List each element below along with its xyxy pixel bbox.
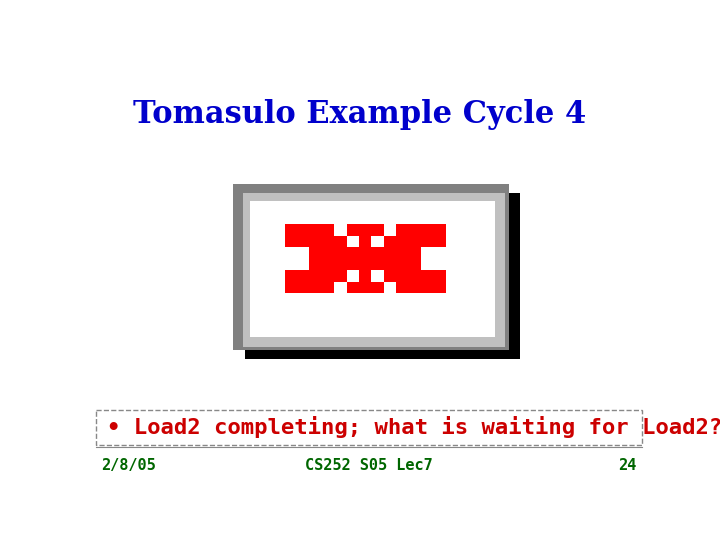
Bar [408, 247, 421, 259]
Bar [384, 247, 396, 259]
Bar [396, 282, 408, 294]
Bar [408, 224, 421, 236]
Bar [433, 236, 446, 247]
Bar [96, 410, 642, 445]
Bar [421, 236, 433, 247]
Bar [421, 224, 433, 236]
Bar [408, 259, 421, 271]
Bar [346, 259, 359, 271]
Bar [297, 271, 310, 282]
Bar [322, 282, 334, 294]
Bar [396, 247, 408, 259]
Bar [359, 271, 372, 282]
Bar [284, 271, 297, 282]
Bar [408, 236, 421, 247]
Bar [421, 282, 433, 294]
Bar [384, 271, 396, 282]
Text: 2/8/05: 2/8/05 [102, 458, 156, 472]
Bar [322, 259, 334, 271]
Text: • Load2 completing; what is waiting for Load2?: • Load2 completing; what is waiting for … [107, 416, 720, 438]
Bar [421, 271, 433, 282]
Bar [334, 247, 346, 259]
Bar [359, 259, 372, 271]
Bar [284, 282, 297, 294]
Bar [372, 282, 384, 294]
Bar [433, 224, 446, 236]
Bar [334, 259, 346, 271]
Bar [346, 247, 359, 259]
Bar [408, 271, 421, 282]
Bar [433, 282, 446, 294]
Bar [372, 224, 384, 236]
Bar [396, 259, 408, 271]
Bar [322, 236, 334, 247]
Bar [310, 259, 322, 271]
Bar [243, 193, 505, 347]
Bar [408, 282, 421, 294]
Bar [233, 184, 508, 350]
Bar [384, 259, 396, 271]
Bar [396, 236, 408, 247]
Bar [433, 271, 446, 282]
Bar [310, 224, 322, 236]
Text: CS252 S05 Lec7: CS252 S05 Lec7 [305, 458, 433, 472]
Bar [359, 282, 372, 294]
Bar [346, 282, 359, 294]
Bar [310, 282, 322, 294]
Bar [310, 236, 322, 247]
Bar [334, 236, 346, 247]
Bar [322, 224, 334, 236]
Bar [297, 282, 310, 294]
Bar [359, 247, 372, 259]
Bar [297, 236, 310, 247]
Bar [372, 259, 384, 271]
Bar [251, 201, 495, 336]
Bar [359, 236, 372, 247]
Bar [396, 271, 408, 282]
Bar [310, 271, 322, 282]
Text: Tomasulo Example Cycle 4: Tomasulo Example Cycle 4 [132, 99, 586, 131]
Text: 24: 24 [618, 458, 636, 472]
Bar [322, 271, 334, 282]
Bar [284, 224, 297, 236]
Bar [284, 236, 297, 247]
Bar [384, 236, 396, 247]
Bar [346, 224, 359, 236]
Bar [245, 193, 520, 359]
Bar [322, 247, 334, 259]
Bar [297, 224, 310, 236]
Bar [310, 247, 322, 259]
Bar [396, 224, 408, 236]
Bar [359, 224, 372, 236]
Bar [372, 247, 384, 259]
Bar [334, 271, 346, 282]
